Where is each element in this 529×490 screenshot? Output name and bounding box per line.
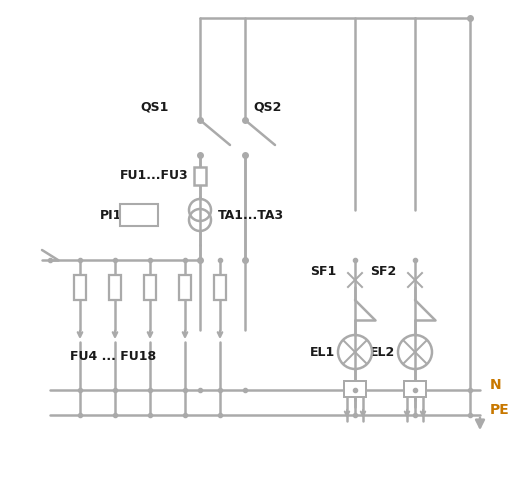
Bar <box>120 204 158 226</box>
Text: QS2: QS2 <box>253 100 281 113</box>
Bar <box>404 381 426 397</box>
Text: PI1: PI1 <box>100 209 122 221</box>
Text: Wh: Wh <box>129 210 149 220</box>
Bar <box>74 275 86 300</box>
Bar <box>214 275 226 300</box>
Text: N: N <box>490 378 501 392</box>
Bar <box>194 167 206 185</box>
Text: EL1: EL1 <box>310 345 335 359</box>
Text: TA1...TA3: TA1...TA3 <box>218 209 284 221</box>
Text: FU1...FU3: FU1...FU3 <box>120 169 189 181</box>
Bar <box>344 381 366 397</box>
Text: QS1: QS1 <box>140 100 168 113</box>
Text: EL2: EL2 <box>370 345 395 359</box>
Text: FU4 ... FU18: FU4 ... FU18 <box>70 350 156 363</box>
Text: PE: PE <box>490 403 510 417</box>
Text: SF2: SF2 <box>370 265 396 278</box>
Text: SF1: SF1 <box>310 265 336 278</box>
Bar <box>109 275 121 300</box>
Bar <box>179 275 191 300</box>
Bar <box>144 275 156 300</box>
